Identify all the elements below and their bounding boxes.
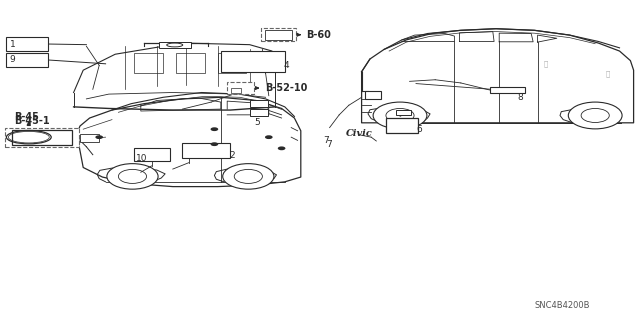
Text: 8: 8 [517,93,523,102]
Circle shape [211,142,218,146]
Bar [231,88,241,93]
Circle shape [568,102,622,129]
Circle shape [223,164,274,189]
Bar [80,134,99,142]
Text: 5: 5 [254,118,260,127]
Circle shape [278,146,285,150]
Text: B-52-10: B-52-10 [266,83,308,93]
Text: B-45: B-45 [14,112,39,122]
Text: 飞: 飞 [606,70,610,77]
Bar [6,37,48,51]
Text: SNC4B4200B: SNC4B4200B [534,301,590,310]
Circle shape [373,102,427,129]
Text: 2: 2 [229,151,235,160]
Bar [227,82,254,94]
Text: 9: 9 [10,56,15,64]
Bar [386,118,418,133]
Text: 1: 1 [10,40,15,48]
Bar [261,28,296,41]
Text: 10: 10 [136,154,148,163]
Circle shape [386,108,414,122]
Circle shape [118,169,147,183]
Bar [265,30,292,40]
Bar [134,148,170,161]
Bar [218,53,246,73]
Circle shape [581,108,609,122]
Text: B-45-1: B-45-1 [14,116,50,126]
Bar [5,128,79,147]
Text: 4: 4 [284,61,289,70]
Bar [134,53,163,73]
Circle shape [234,169,262,183]
Text: 飞: 飞 [543,61,547,67]
Text: B-60: B-60 [306,30,331,40]
Bar [365,91,381,99]
Text: Civic: Civic [346,129,372,137]
Bar [176,53,205,73]
Bar [490,87,525,93]
Bar [6,53,48,67]
Text: 7: 7 [323,136,329,145]
Bar [250,100,268,107]
Bar [396,110,411,115]
Text: 7: 7 [326,140,332,149]
Text: 6: 6 [416,125,422,134]
Bar [12,130,72,145]
Bar [182,143,230,158]
Circle shape [211,127,218,131]
Bar [221,51,285,72]
Circle shape [265,135,273,139]
Bar [159,42,191,48]
Bar [250,109,268,116]
Text: 3: 3 [254,109,260,118]
Circle shape [107,164,158,189]
Circle shape [95,135,103,139]
Text: 11: 11 [407,118,417,127]
